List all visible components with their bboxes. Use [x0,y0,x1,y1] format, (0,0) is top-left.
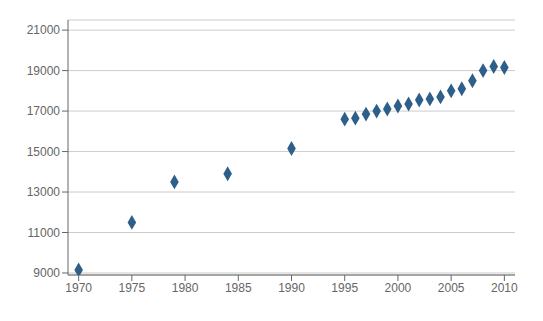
svg-text:2000: 2000 [385,281,412,295]
svg-text:21000: 21000 [27,23,61,37]
svg-text:2010: 2010 [491,281,518,295]
svg-text:17000: 17000 [27,104,61,118]
svg-text:1970: 1970 [65,281,92,295]
svg-text:1985: 1985 [225,281,252,295]
svg-text:15000: 15000 [27,145,61,159]
svg-text:19000: 19000 [27,64,61,78]
svg-text:1990: 1990 [278,281,305,295]
svg-text:1995: 1995 [331,281,358,295]
svg-text:11000: 11000 [28,226,61,240]
svg-text:9000: 9000 [33,266,60,280]
svg-text:1980: 1980 [172,281,199,295]
svg-text:2005: 2005 [438,281,465,295]
svg-text:13000: 13000 [27,185,61,199]
svg-text:1975: 1975 [119,281,146,295]
